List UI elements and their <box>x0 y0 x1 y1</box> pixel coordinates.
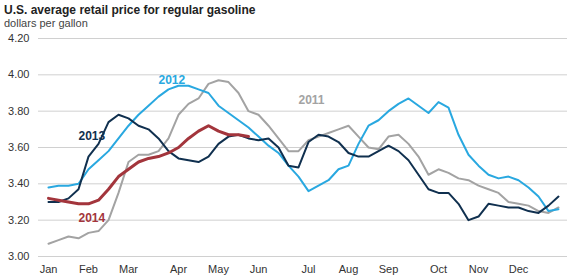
svg-text:Nov: Nov <box>469 263 489 275</box>
svg-text:4.20: 4.20 <box>8 32 29 44</box>
svg-text:Dec: Dec <box>509 263 529 275</box>
svg-text:3.20: 3.20 <box>8 214 29 226</box>
svg-text:2012: 2012 <box>159 73 186 87</box>
svg-text:Sep: Sep <box>379 263 399 275</box>
svg-text:3.60: 3.60 <box>8 141 29 153</box>
svg-text:3.80: 3.80 <box>8 105 29 117</box>
svg-text:May: May <box>208 263 229 275</box>
svg-text:2011: 2011 <box>299 93 325 107</box>
svg-text:3.00: 3.00 <box>8 250 29 262</box>
svg-text:4.00: 4.00 <box>8 68 29 80</box>
svg-text:Jul: Jul <box>301 263 315 275</box>
svg-text:Jan: Jan <box>40 263 58 275</box>
svg-text:Mar: Mar <box>119 263 138 275</box>
svg-text:Oct: Oct <box>430 263 447 275</box>
svg-text:3.40: 3.40 <box>8 177 29 189</box>
svg-text:2013: 2013 <box>79 129 106 143</box>
html-text:dollars per gallon: dollars per gallon <box>4 17 88 29</box>
svg-text:Jun: Jun <box>250 263 268 275</box>
svg-text:Apr: Apr <box>170 263 187 275</box>
svg-text:Aug: Aug <box>339 263 359 275</box>
svg-text:2014: 2014 <box>79 211 106 225</box>
svg-text:Feb: Feb <box>79 263 98 275</box>
html-text:U.S. average retail price for: U.S. average retail price for regular ga… <box>4 3 256 17</box>
